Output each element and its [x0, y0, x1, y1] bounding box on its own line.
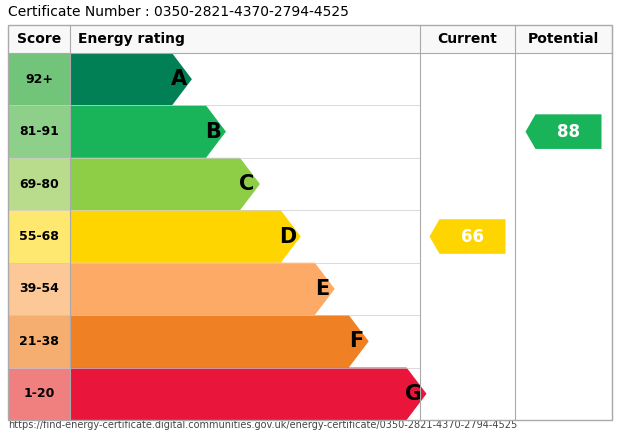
Polygon shape: [526, 114, 601, 149]
Text: 81-91: 81-91: [19, 125, 59, 138]
Bar: [8, 315, 70, 367]
Polygon shape: [70, 53, 192, 106]
Text: 55-68: 55-68: [19, 230, 59, 243]
Text: B: B: [205, 121, 221, 142]
Bar: [8, 25, 612, 420]
Text: 1-20: 1-20: [24, 387, 55, 400]
Polygon shape: [70, 263, 335, 315]
Text: Score: Score: [17, 32, 61, 46]
Text: C: C: [239, 174, 255, 194]
Bar: [8, 25, 612, 53]
Bar: [8, 158, 70, 210]
Polygon shape: [70, 367, 427, 420]
Text: Potential: Potential: [528, 32, 599, 46]
Text: 21-38: 21-38: [19, 335, 59, 348]
Polygon shape: [70, 158, 260, 210]
Text: 66: 66: [461, 227, 484, 246]
Text: Certificate Number : 0350-2821-4370-2794-4525: Certificate Number : 0350-2821-4370-2794…: [8, 5, 349, 19]
Text: F: F: [348, 331, 363, 352]
Polygon shape: [70, 106, 226, 158]
Text: Energy rating: Energy rating: [78, 32, 185, 46]
Text: 69-80: 69-80: [19, 178, 59, 191]
Text: 88: 88: [557, 123, 580, 141]
Text: Current: Current: [438, 32, 497, 46]
Bar: [8, 263, 70, 315]
Bar: [8, 210, 70, 263]
Bar: [8, 53, 70, 106]
Bar: [8, 367, 70, 420]
Text: D: D: [279, 227, 296, 246]
Polygon shape: [430, 219, 505, 254]
Text: 92+: 92+: [25, 73, 53, 86]
Text: https://find-energy-certificate.digital.communities.gov.uk/energy-certificate/03: https://find-energy-certificate.digital.…: [8, 420, 517, 430]
Polygon shape: [70, 210, 301, 263]
Text: 39-54: 39-54: [19, 282, 59, 295]
Text: A: A: [171, 69, 187, 89]
Polygon shape: [70, 315, 369, 367]
Bar: [8, 106, 70, 158]
Text: G: G: [405, 384, 422, 404]
Text: E: E: [314, 279, 329, 299]
